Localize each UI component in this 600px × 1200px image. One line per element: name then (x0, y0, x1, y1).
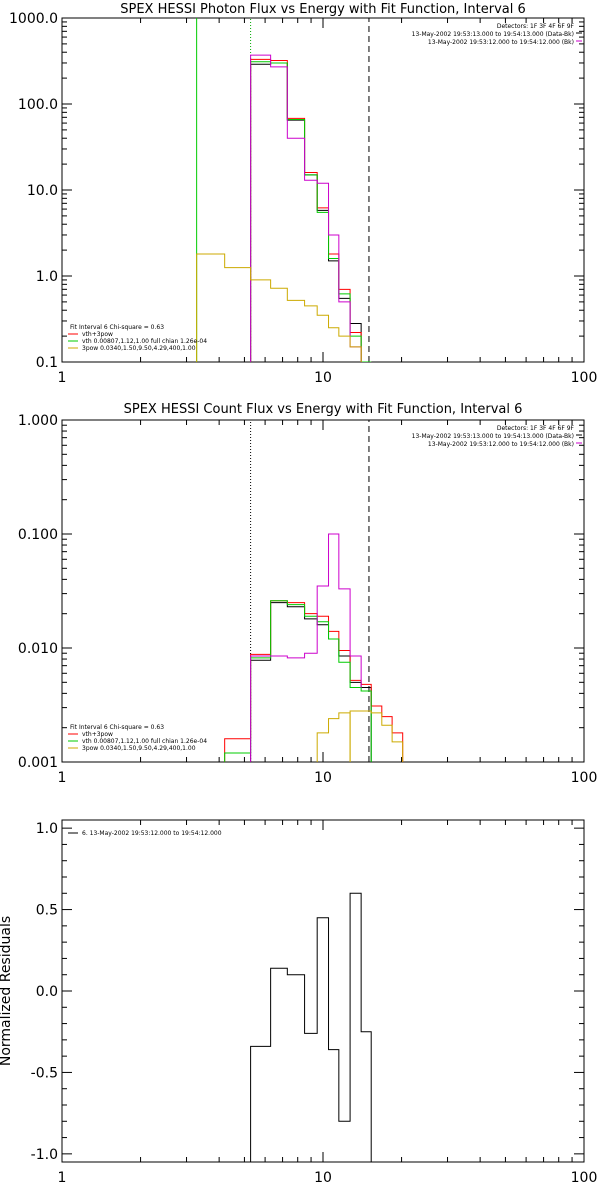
x-tick-label: 10 (314, 370, 332, 386)
y-tick-label: 0.0 (36, 984, 58, 1000)
legend-entry: 6. 13-May-2002 19:53:12.000 to 19:54:12.… (82, 830, 222, 837)
legend-entry: Fit Interval 6 Chi-square = 0.63 (70, 324, 164, 331)
series-2-histogram (250, 61, 372, 362)
y-tick-label: -1.0 (31, 1147, 58, 1163)
info-text: Detectors: 1F 3F 4F 6F 9F (497, 23, 575, 30)
y-tick-label: 0.1 (36, 355, 58, 371)
series-0-histogram (250, 602, 372, 762)
plot-area (196, 18, 372, 362)
panel-1: SPEX HESSI Photon Flux vs Energy with Fi… (9, 2, 597, 386)
series-3-histogram (250, 54, 362, 362)
series-3-histogram (250, 533, 362, 762)
y-tick-label: 10.0 (27, 183, 58, 199)
y-tick-label: 100.0 (18, 97, 58, 113)
legend-entry: Fit Interval 6 Chi-square = 0.63 (70, 724, 164, 731)
y-axis-label: Normalized Residuals (0, 916, 14, 1066)
series-0-histogram (250, 892, 372, 1162)
plot-frame (61, 819, 585, 1163)
plot-area (250, 892, 372, 1162)
y-tick-label: 1.0 (36, 269, 58, 285)
legend-entry: vth+3pow (82, 731, 113, 738)
y-tick-label: 0.100 (18, 527, 58, 543)
panel-3: 1 10 100 -1.0 -0.5 0.0 0.5 1.0 Normalized Residu… (0, 819, 598, 1186)
series-0-histogram (250, 62, 372, 362)
info-text: 13-May-2002 19:53:12.000 to 19:54:12.000… (428, 39, 574, 46)
x-tick-label: 100 (571, 1170, 598, 1186)
y-tick-label: 1.0 (36, 821, 58, 837)
chart-title: SPEX HESSI Count Flux vs Energy with Fit… (124, 402, 523, 417)
x-tick-label: 100 (571, 370, 598, 386)
y-tick-label: 0.010 (18, 641, 58, 657)
panel-2: SPEX HESSI Count Flux vs Energy with Fit… (18, 402, 597, 786)
series-4-histogram (196, 253, 362, 362)
legend-entry: 3pow 0.0340,1.50,9.50,4.29,400,1.00 (82, 745, 196, 752)
plot-frame (61, 17, 585, 363)
series-5-histogram (316, 712, 351, 762)
legend-entry: vth 0.00807,1.12,1.00 full chian 1.26e-0… (82, 338, 207, 345)
series-1-histogram (224, 600, 404, 762)
y-tick-label: -0.5 (31, 1065, 58, 1081)
x-tick-label: 100 (571, 770, 598, 786)
plot-frame (61, 419, 585, 763)
info-text: 13-May-2002 19:53:13.000 to 19:54:13.000… (412, 31, 574, 38)
plot-area (224, 420, 404, 762)
info-text: 13-May-2002 19:53:13.000 to 19:54:13.000… (412, 433, 574, 440)
info-text: Detectors: 1F 3F 4F 6F 9F (497, 425, 575, 432)
x-tick-label: 1 (58, 770, 67, 786)
chart-title: SPEX HESSI Photon Flux vs Energy with Fi… (120, 2, 526, 17)
x-tick-label: 1 (58, 1170, 67, 1186)
x-tick-label: 1 (58, 370, 67, 386)
x-tick-label: 10 (314, 770, 332, 786)
y-tick-label: 0.001 (18, 755, 58, 771)
y-tick-label: 1000.0 (9, 11, 58, 27)
series-1-histogram (250, 58, 372, 362)
legend-entry: vth+3pow (82, 331, 113, 338)
x-tick-label: 10 (314, 1170, 332, 1186)
series-4-histogram (349, 710, 404, 762)
y-tick-label: 0.5 (36, 903, 58, 919)
series-2-histogram (224, 600, 372, 762)
legend-entry: vth 0.00807,1.12,1.00 full chian 1.26e-0… (82, 738, 207, 745)
y-tick-label: 1.000 (18, 413, 58, 429)
legend-entry: 3pow 0.0340,1.50,9.50,4.29,400,1.00 (82, 345, 196, 352)
info-text: 13-May-2002 19:53:12.000 to 19:54:12.000… (428, 441, 574, 448)
